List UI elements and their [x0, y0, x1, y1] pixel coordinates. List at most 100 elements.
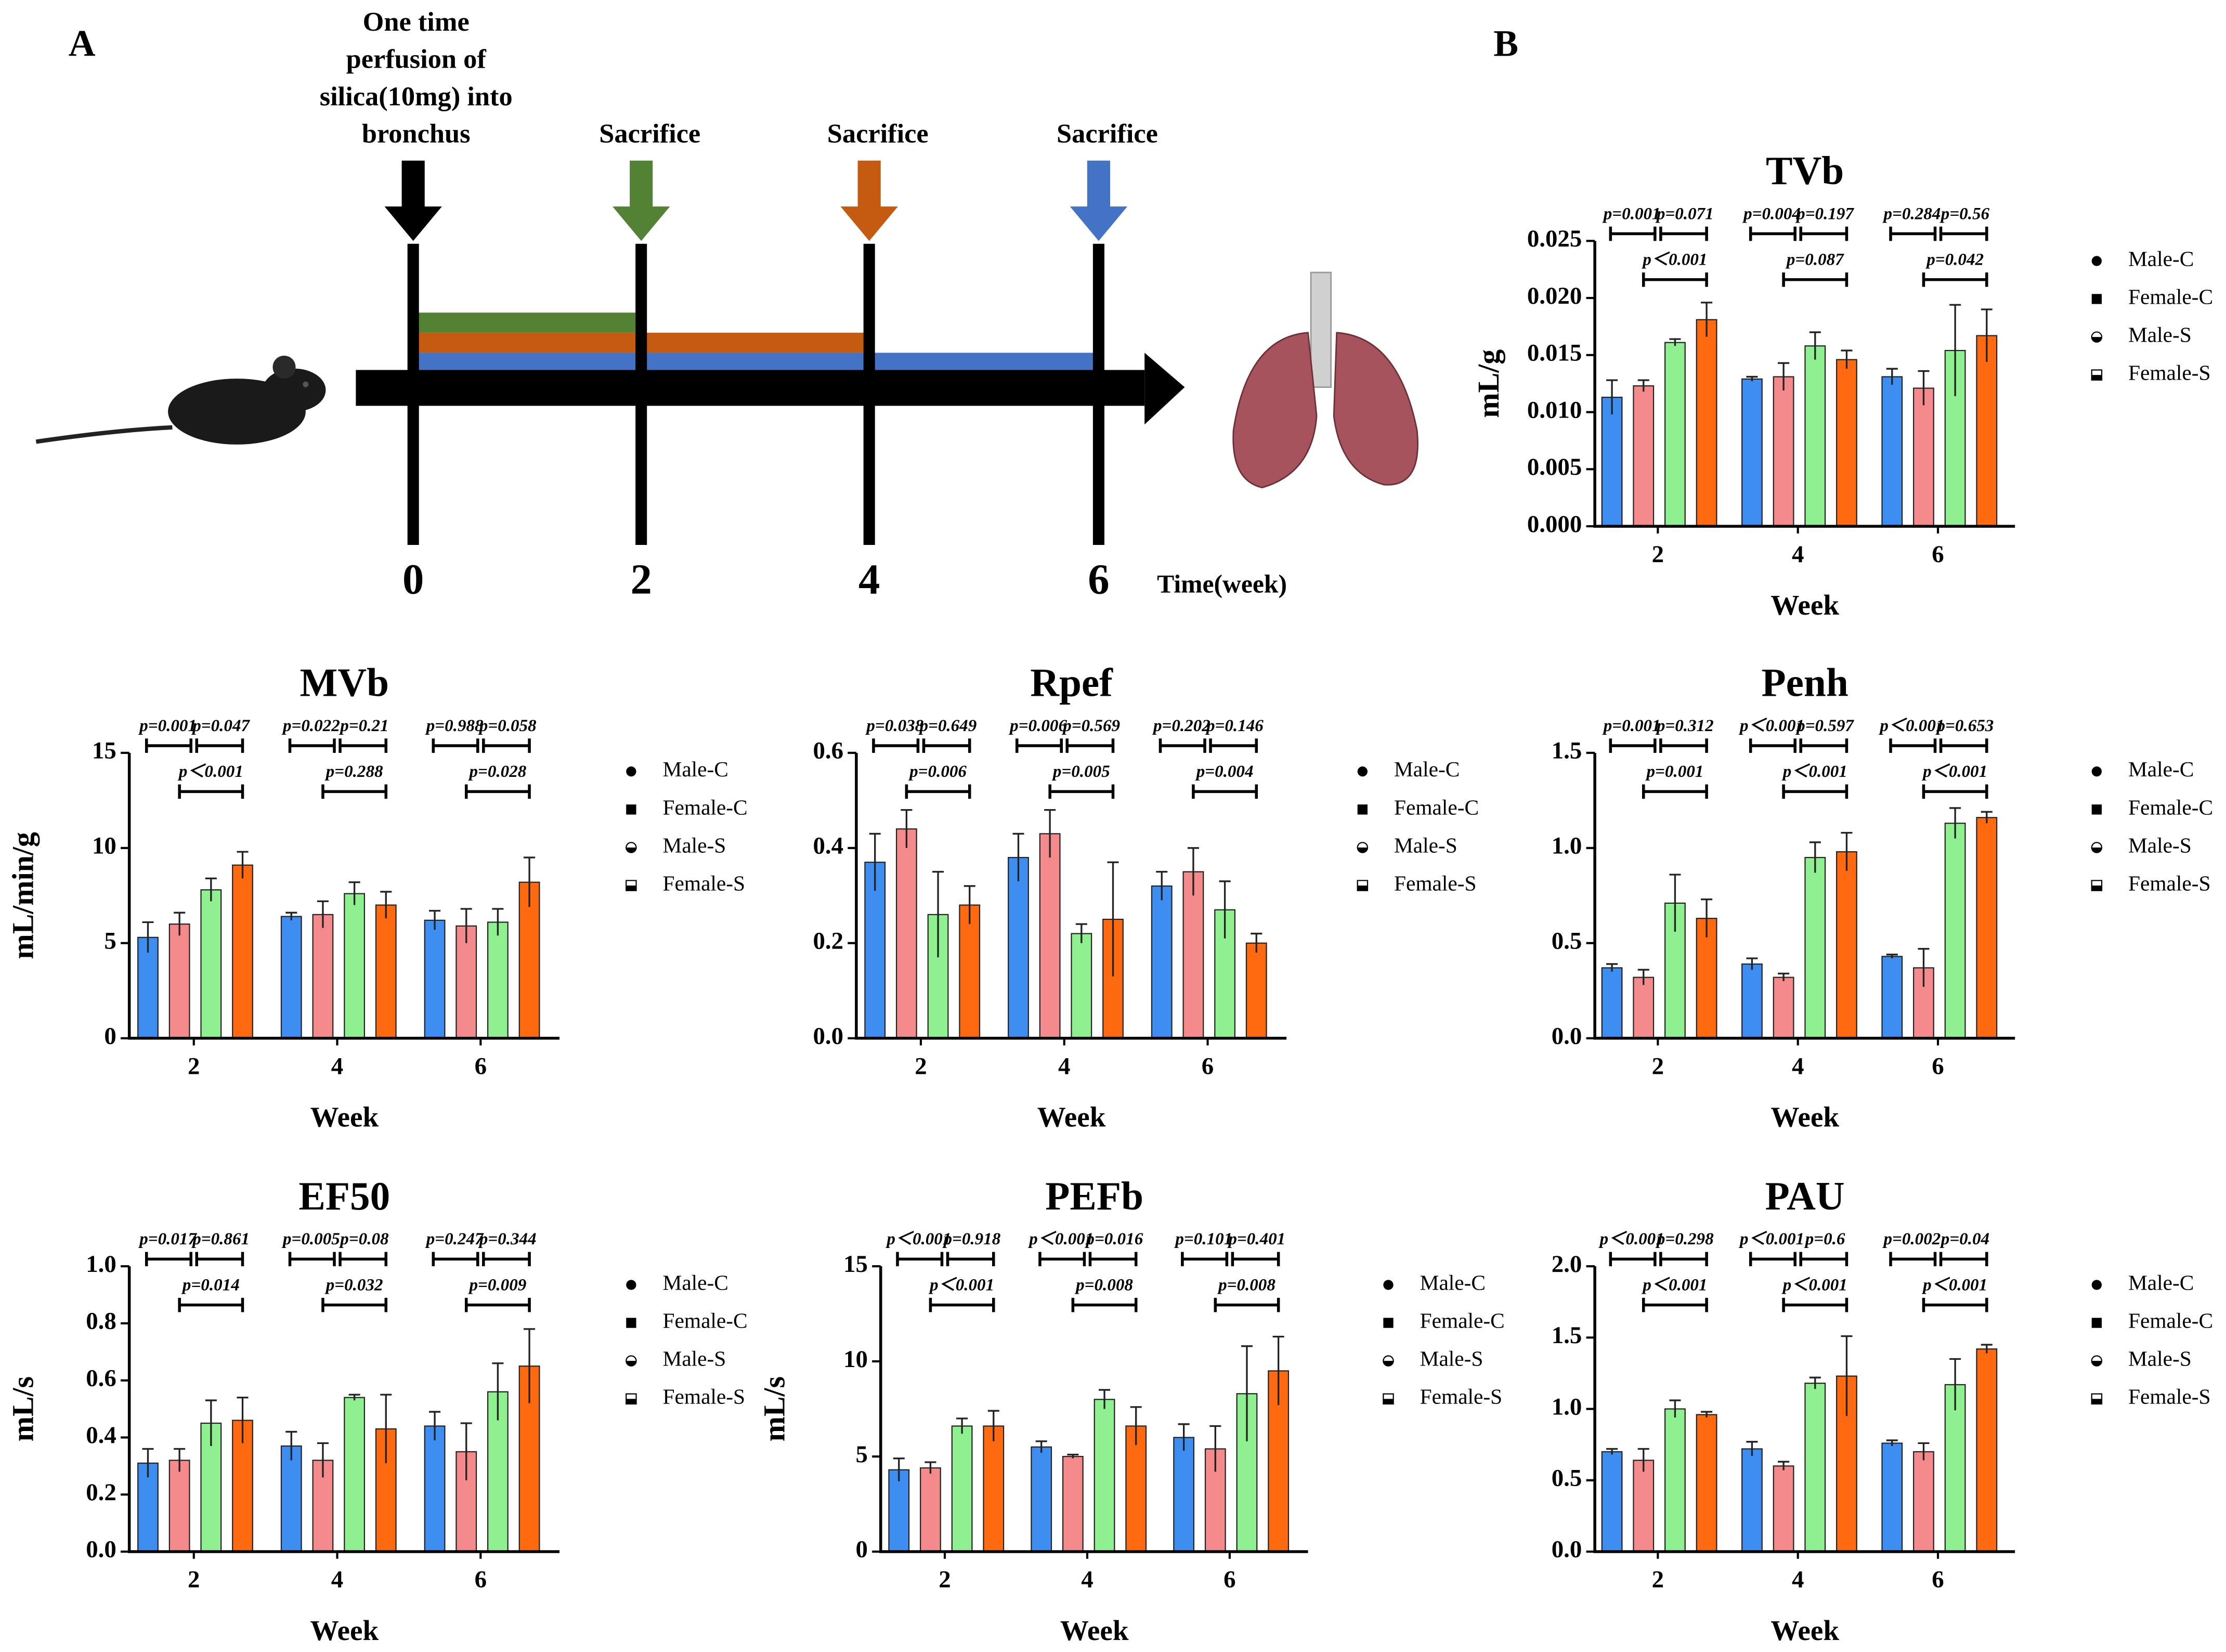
bar: [1741, 378, 1763, 527]
significance-bracket: [1048, 784, 1115, 799]
axis-line: [127, 1266, 559, 1553]
p-value: p=0.649: [918, 717, 977, 735]
x-tick-label: 2: [939, 1566, 951, 1593]
significance-bracket: [1015, 738, 1115, 753]
bar: [1601, 1451, 1623, 1553]
p-value: p=0.312: [1655, 717, 1714, 735]
p-value: p＜0.001: [1738, 1230, 1804, 1248]
x-tick-label: 6: [1223, 1566, 1235, 1593]
lung-icon: [1232, 271, 1418, 489]
legend-symbol: [2091, 885, 2102, 891]
bar: [137, 1462, 159, 1553]
p-value: p＜0.001: [1921, 762, 1987, 781]
error-bar: [492, 1362, 504, 1421]
bar: [344, 893, 366, 1039]
error-bar: [524, 1328, 536, 1403]
legend-symbol: [2091, 1318, 2102, 1328]
error-bar: [1075, 923, 1087, 943]
significance-bracket: [929, 1297, 995, 1312]
error-bar: [1637, 379, 1649, 392]
p-value: p=0.005: [1051, 762, 1110, 781]
significance-bracket: [1609, 226, 1708, 241]
significance-bracket: [1749, 738, 1849, 753]
error-bar: [1981, 1344, 1993, 1354]
bar: [1741, 963, 1763, 1039]
time-marker: [635, 243, 647, 545]
bar: [232, 864, 253, 1039]
significance-bracket: [1889, 1252, 1988, 1267]
bar: [1944, 1384, 1966, 1553]
p-value: p=0.016: [1084, 1230, 1143, 1248]
error-bar: [869, 832, 881, 891]
bar: [487, 921, 509, 1039]
period-bar: [416, 353, 1095, 370]
bar: [1804, 856, 1826, 1039]
p-value: p=0.001: [1602, 204, 1661, 223]
bar: [1913, 1451, 1934, 1553]
x-tick-label: 2: [1652, 1052, 1664, 1079]
error-bar: [285, 912, 297, 920]
y-tick-label: 0.4: [813, 832, 843, 860]
x-tick-label: 4: [331, 1566, 343, 1593]
error-bar: [1187, 847, 1199, 896]
bar: [1633, 385, 1655, 527]
x-tick-label: 6: [475, 1566, 487, 1593]
error-bar: [1701, 898, 1713, 938]
legend-symbol: [1383, 1318, 1394, 1328]
y-tick-label: 0.020: [1527, 282, 1582, 309]
bar: [1601, 967, 1623, 1039]
p-value: p=0.004: [1195, 762, 1254, 781]
significance-bracket: [1642, 1297, 1708, 1312]
significance-bracket: [145, 738, 244, 753]
p-value: p＜0.001: [885, 1230, 951, 1248]
timeline-text: perfusion of: [346, 44, 487, 74]
legend-label: Male-S: [2128, 833, 2192, 857]
error-bar: [348, 881, 360, 905]
timeline: One time perfusion of silica(10mg) into …: [35, 7, 1418, 603]
significance-bracket: [872, 738, 971, 753]
error-bar: [1778, 362, 1790, 391]
legend-symbol: [626, 1399, 636, 1404]
x-tick-label: 2: [188, 1052, 200, 1079]
p-value: p＜0.001: [1598, 1230, 1664, 1248]
legend-symbol: [2091, 1280, 2102, 1290]
significance-bracket: [1609, 1252, 1708, 1267]
p-value: p=0.284: [1882, 204, 1941, 223]
bar: [1173, 1437, 1195, 1553]
bar: [312, 914, 334, 1039]
chart: PAUWeek0.00.51.01.52.02p＜0.001p=0.298p＜0…: [1552, 1174, 2213, 1646]
bar: [424, 1425, 446, 1553]
legend-label: Female-C: [1420, 1309, 1505, 1333]
bar: [888, 1469, 910, 1553]
y-tick-label: 10: [92, 832, 116, 860]
error-bar: [524, 856, 536, 907]
legend-symbol: [2091, 1399, 2102, 1404]
bar: [280, 916, 302, 1039]
bar: [168, 1460, 190, 1553]
legend-label: Male-S: [663, 833, 726, 857]
significance-bracket: [1922, 1297, 1988, 1312]
time-marker: [1092, 243, 1104, 545]
legend-symbol: [2091, 337, 2102, 342]
p-value: p＜0.001: [1641, 1276, 1707, 1294]
legend-label: Male-S: [2128, 323, 2192, 347]
timeline-text: silica(10mg) into: [320, 81, 513, 111]
p-value: p=0.344: [478, 1230, 537, 1248]
legend-symbol: [626, 847, 636, 853]
significance-bracket: [1192, 784, 1258, 799]
error-bar: [1981, 308, 1993, 362]
p-value: p=0.002: [1882, 1230, 1941, 1248]
y-tick-label: 0.0: [86, 1536, 116, 1563]
y-tick-label: 0: [855, 1536, 867, 1563]
event-label: Sacrifice: [1057, 119, 1158, 149]
chart: EF50mL/sWeek0.00.20.40.60.81.02p=0.017p=…: [6, 1174, 747, 1646]
bar: [1071, 933, 1092, 1039]
bar: [1633, 1460, 1655, 1553]
significance-bracket: [896, 1252, 995, 1267]
panel-label: B: [1493, 22, 1518, 64]
p-value: p=0.022: [281, 717, 340, 735]
panel-label: A: [69, 22, 96, 64]
error-bar: [1044, 809, 1056, 858]
